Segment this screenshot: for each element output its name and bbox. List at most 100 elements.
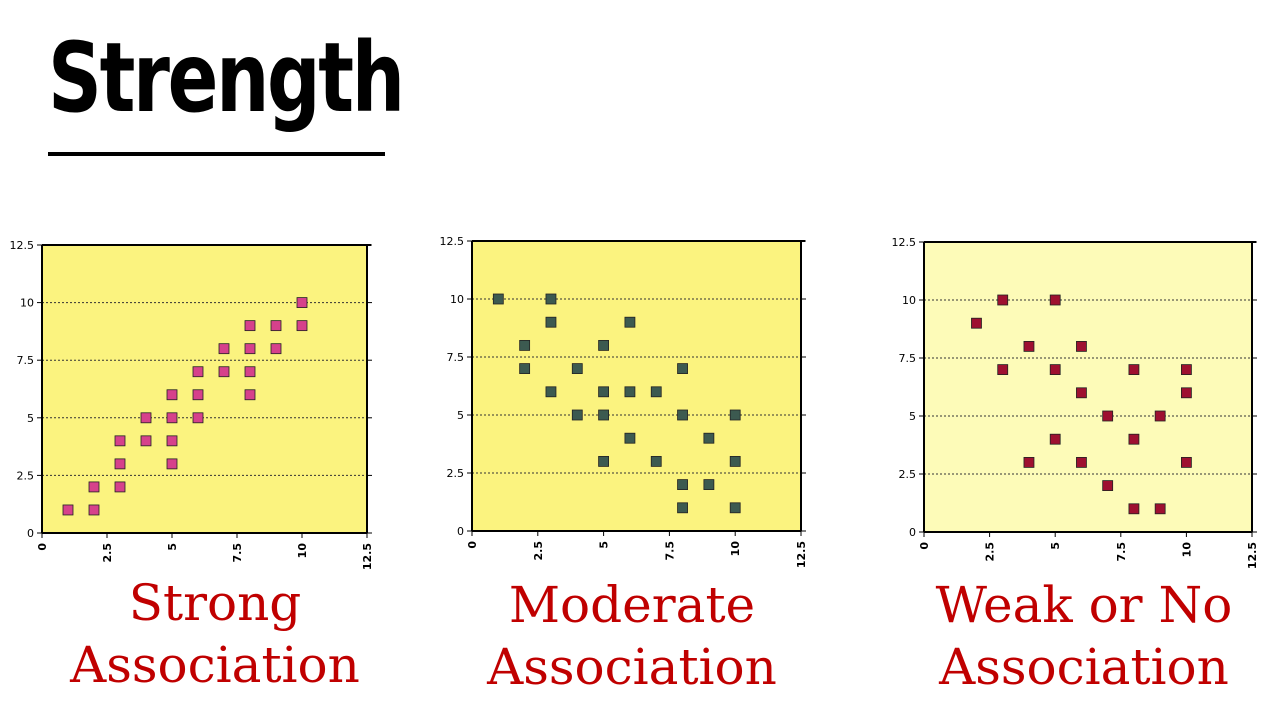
data-point (997, 294, 1009, 306)
data-point (997, 364, 1009, 376)
data-point (624, 432, 636, 444)
caption-strong-line-1: Strong (128, 574, 302, 632)
data-point (677, 502, 688, 514)
data-point (598, 339, 609, 351)
data-point (270, 343, 282, 355)
data-point (296, 320, 308, 332)
y-tick-label: 2.5 (17, 469, 35, 482)
data-point (545, 386, 557, 398)
x-tick-label: 0 (36, 543, 49, 551)
data-point (1102, 480, 1114, 492)
plot-area (472, 241, 801, 531)
data-point (1181, 387, 1192, 399)
x-tick-label: 7.5 (231, 543, 244, 563)
y-tick-label: 10 (902, 294, 916, 307)
data-point (192, 412, 204, 424)
data-point (677, 409, 688, 421)
data-point (971, 317, 982, 329)
x-tick-label: 10 (1180, 542, 1193, 558)
plot-area (924, 242, 1252, 532)
page-title: Strength (48, 22, 405, 134)
y-tick-label: 5 (909, 410, 916, 423)
caption-moderate-line-1: Moderate (508, 576, 756, 634)
caption-weak: Weak or No Association (874, 574, 1280, 698)
scatter-chart-2: 0 2.5 5 7.5 10 12.5 0 2.5 5 7.5 10 12.5 (440, 235, 809, 568)
scatter-chart-3: 0 2.5 5 7.5 10 12.5 0 2.5 5 7.5 10 12.5 (892, 236, 1260, 569)
caption-strong-line-2: Association (70, 636, 360, 694)
data-point (62, 504, 74, 516)
data-point (114, 458, 126, 470)
x-tick-label: 7.5 (1115, 542, 1128, 562)
data-point (598, 409, 609, 421)
data-point (1023, 340, 1035, 352)
data-point (88, 504, 100, 516)
y-tick-label: 0 (27, 527, 34, 540)
y-tick-label: 5 (27, 412, 34, 425)
x-tick-label: 7.5 (663, 541, 676, 561)
data-point (729, 409, 741, 421)
data-point (1102, 410, 1114, 422)
x-tick-label: 0 (466, 541, 479, 549)
data-point (1076, 387, 1087, 399)
y-tick-label: 12.5 (892, 236, 917, 249)
data-point (571, 363, 583, 375)
caption-moderate: Moderate Association (422, 574, 842, 698)
data-point (729, 502, 741, 514)
data-point (244, 320, 256, 332)
data-point (571, 409, 583, 421)
x-tick-label: 5 (166, 543, 179, 551)
data-point (1049, 433, 1061, 445)
x-tick-label: 0 (918, 542, 931, 550)
data-point (677, 479, 688, 491)
data-point (1181, 456, 1192, 468)
data-point (519, 339, 531, 351)
data-point (218, 366, 230, 378)
y-tick-label: 7.5 (447, 351, 465, 364)
y-tick-label: 7.5 (17, 354, 35, 367)
caption-weak-line-2: Association (939, 638, 1229, 696)
y-tick-label: 12.5 (10, 239, 35, 252)
data-point (1076, 340, 1087, 352)
data-point (519, 363, 531, 375)
title-underline (48, 152, 385, 156)
x-tick-label: 12.5 (1246, 542, 1259, 569)
data-point (545, 316, 557, 328)
y-tick-label: 0 (909, 526, 916, 539)
data-point (1128, 503, 1140, 515)
x-tick-label: 2.5 (101, 543, 114, 563)
y-tick-label: 10 (450, 293, 464, 306)
data-point (166, 435, 178, 447)
data-point (1049, 294, 1061, 306)
data-point (88, 481, 100, 493)
data-point (296, 297, 308, 309)
data-point (1128, 433, 1140, 445)
y-tick-label: 12.5 (440, 235, 465, 248)
data-point (729, 455, 741, 467)
data-point (1154, 410, 1166, 422)
data-point (492, 293, 504, 305)
data-point (114, 435, 126, 447)
data-point (1049, 364, 1061, 376)
x-tick-label: 12.5 (795, 541, 808, 568)
data-point (166, 389, 178, 401)
data-point (598, 386, 609, 398)
data-point (650, 455, 662, 467)
data-point (1128, 364, 1140, 376)
data-point (1023, 456, 1035, 468)
data-point (1154, 503, 1166, 515)
data-point (703, 432, 715, 444)
data-point (598, 455, 609, 467)
scatter-chart-1: 0 2.5 5 7.5 10 12.5 0 2.5 5 7.5 10 12.5 (10, 239, 375, 570)
caption-weak-line-1: Weak or No (935, 576, 1233, 634)
data-point (677, 363, 688, 375)
data-point (270, 320, 282, 332)
data-point (545, 293, 557, 305)
data-point (244, 389, 256, 401)
data-point (192, 366, 204, 378)
data-point (166, 412, 178, 424)
data-point (624, 316, 636, 328)
caption-strong: Strong Association (5, 572, 425, 696)
y-tick-label: 7.5 (899, 352, 917, 365)
x-tick-label: 2.5 (984, 542, 997, 562)
